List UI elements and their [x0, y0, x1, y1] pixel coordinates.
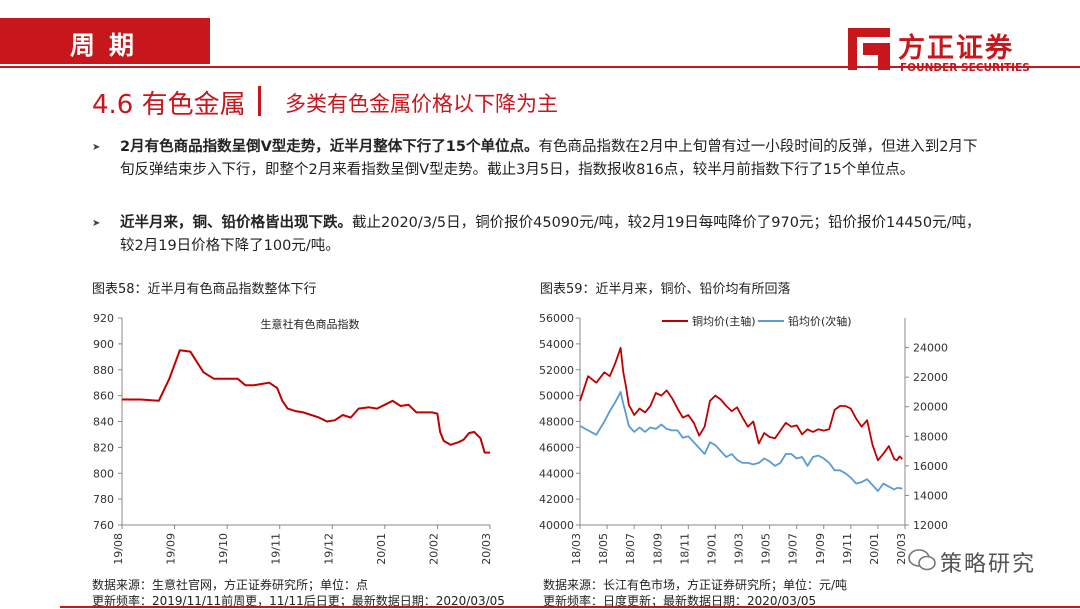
chart1-y-tick-label: 800	[93, 467, 114, 480]
chart2-y-tick-label: 40000	[539, 519, 574, 532]
bullet-arrow-icon: ➤	[92, 218, 101, 229]
chart2-x-tick-label: 19/05	[760, 533, 773, 565]
bullet-bold: 2月有色商品指数呈倒V型走势，近半月整体下行了15个单位点。	[120, 139, 539, 155]
bullet-text: 截止2020/3/5日，铜价报价45090元/吨，较2月19日每吨降价了970元…	[120, 215, 981, 254]
chart1-source-line: 数据来源：生意社官网，方正证券研究所；单位：点	[92, 578, 369, 592]
chart1-x-tick-label: 20/01	[375, 533, 388, 565]
chart2-y2-tick-label: 22000	[913, 371, 948, 384]
chart2-y-tick-label: 50000	[539, 390, 574, 403]
chart2-y-tick-label: 42000	[539, 493, 574, 506]
chart1-caption: 图表58：近半月有色商品指数整体下行	[92, 282, 317, 297]
chart2-source-line: 数据来源：长江有色市场，方正证券研究所；单位：元/吨	[543, 578, 848, 592]
bullet-bold: 近半月来，铜、铅价格皆出现下跌。	[120, 215, 352, 231]
chart2-x-tick-label: 20/01	[868, 533, 881, 565]
chart1-x-tick-label: 19/09	[165, 533, 178, 565]
chart1-y-tick-label: 880	[93, 364, 114, 377]
chart2-y-tick-label: 56000	[539, 312, 574, 325]
bullet-point: ➤ 2月有色商品指数呈倒V型走势，近半月整体下行了15个单位点。有色商品指数在2…	[92, 136, 982, 182]
chart1-y-tick-label: 900	[93, 338, 114, 351]
chart1-y-tick-label: 920	[93, 312, 114, 325]
chart1-x-tick-label: 19/11	[270, 533, 283, 565]
bullet-point: ➤ 近半月来，铜、铅价格皆出现下跌。截止2020/3/5日，铜价报价45090元…	[92, 212, 982, 258]
chart1-x-tick-label: 19/12	[322, 533, 335, 565]
chart2-y-tick-label: 54000	[539, 338, 574, 351]
footer-divider	[60, 606, 1080, 608]
chart2-x-tick-label: 19/09	[814, 533, 827, 565]
chart2-y2-tick-label: 20000	[913, 401, 948, 414]
bullet-text: 有色商品指数在2月中上旬曾有过一小段时间的反弹，但进入到2月下旬反弹结束步入下行…	[120, 139, 978, 178]
chart1-x-tick-label: 19/08	[112, 533, 125, 565]
chart2-y2-tick-label: 12000	[913, 519, 948, 532]
chart1-source: 数据来源：生意社官网，方正证券研究所；单位：点 更新频率：2019/11/11前…	[92, 577, 505, 609]
chart2-y-tick-label: 46000	[539, 441, 574, 454]
chart1-update-line: 更新频率：2019/11/11前周更，11/11后日更；最新数据日期：2020/…	[92, 594, 505, 608]
chart2-y2-tick-label: 18000	[913, 430, 948, 443]
chart2-x-tick-label: 18/11	[678, 533, 691, 565]
header-divider	[0, 66, 1080, 68]
chart2-x-tick-label: 19/03	[733, 533, 746, 565]
chart1-x-tick-label: 19/10	[217, 533, 230, 565]
section-banner: 周期	[0, 18, 210, 64]
chart1-y-tick-label: 780	[93, 493, 114, 506]
chart1-series-line	[122, 349, 490, 454]
watermark-text: 策略研究	[940, 552, 1037, 577]
chart2-y-tick-label: 48000	[539, 416, 574, 429]
chart2-x-tick-label: 18/03	[570, 533, 583, 565]
chart2-y-tick-label: 44000	[539, 467, 574, 480]
chart2-y2-tick-label: 16000	[913, 460, 948, 473]
chart1-legend-label: 生意社有色商品指数	[261, 317, 360, 331]
chart2-x-tick-label: 19/07	[787, 533, 800, 565]
page-subtitle: 多类有色金属价格以下降为主	[285, 92, 558, 116]
chart2-x-tick-label: 19/01	[705, 533, 718, 565]
chart2-x-tick-label: 18/05	[597, 533, 610, 565]
chart1-y-tick-label: 840	[93, 416, 114, 429]
chart2-x-tick-label: 18/09	[651, 533, 664, 565]
title-separator	[258, 86, 261, 116]
chart2-lead-line	[579, 390, 903, 492]
chart1-y-tick-label: 860	[93, 390, 114, 403]
chart1-x-tick-label: 20/03	[480, 533, 493, 565]
logo-english: FOUNDER SECURITIES	[900, 62, 1030, 74]
wechat-icon	[908, 549, 936, 571]
chart2-source: 数据来源：长江有色市场，方正证券研究所；单位：元/吨 更新频率：日度更新；最新数…	[543, 577, 847, 609]
chart1-x-tick-label: 20/02	[427, 533, 440, 565]
chart2-legend-label: 铅均价(次轴)	[788, 314, 852, 328]
chart2-caption: 图表59：近半月来，铜价、铅价均有所回落	[540, 282, 791, 297]
section-label: 周期	[70, 31, 149, 60]
page-title: 4.6 有色金属	[92, 90, 246, 120]
logo-chinese: 方正证券	[898, 33, 1014, 64]
bullet-arrow-icon: ➤	[92, 142, 101, 153]
chart1-y-tick-label: 820	[93, 441, 114, 454]
chart1-y-tick-label: 760	[93, 519, 114, 532]
chart2-copper-line	[579, 346, 903, 462]
chart2-x-tick-label: 19/11	[841, 533, 854, 565]
chart2-legend-label: 铜均价(主轴)	[692, 314, 756, 328]
chart2-y-tick-label: 52000	[539, 364, 574, 377]
chart2-update-line: 更新频率：日度更新；最新数据日期：2020/03/05	[543, 594, 817, 608]
founder-logo-icon	[848, 28, 890, 70]
chart2-y2-tick-label: 24000	[913, 342, 948, 355]
chart2-x-tick-label: 20/03	[895, 533, 908, 565]
chart2-y2-tick-label: 14000	[913, 489, 948, 502]
chart2-x-tick-label: 18/07	[624, 533, 637, 565]
